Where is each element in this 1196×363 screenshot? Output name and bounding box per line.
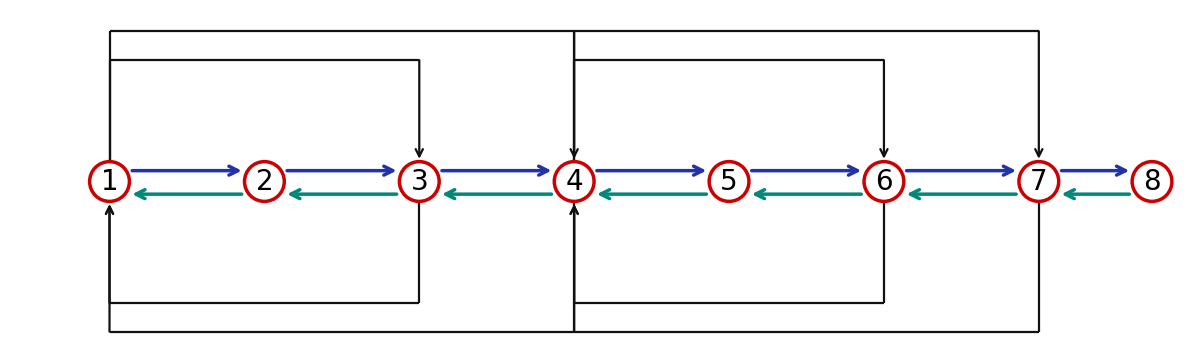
Circle shape — [399, 162, 439, 201]
Circle shape — [554, 162, 594, 201]
Circle shape — [244, 162, 285, 201]
Circle shape — [709, 162, 749, 201]
Text: 5: 5 — [720, 167, 738, 196]
Circle shape — [1019, 162, 1058, 201]
Text: 4: 4 — [566, 167, 582, 196]
Text: 7: 7 — [1030, 167, 1048, 196]
Text: 6: 6 — [875, 167, 892, 196]
Text: 8: 8 — [1143, 167, 1161, 196]
Circle shape — [1133, 162, 1172, 201]
Text: 1: 1 — [100, 167, 118, 196]
Circle shape — [864, 162, 904, 201]
Text: 3: 3 — [410, 167, 428, 196]
Text: 2: 2 — [256, 167, 273, 196]
Circle shape — [90, 162, 129, 201]
